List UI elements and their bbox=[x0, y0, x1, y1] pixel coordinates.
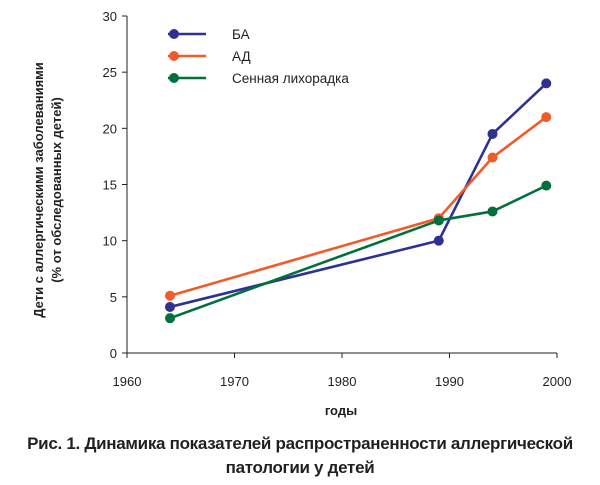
data-point bbox=[433, 235, 444, 246]
x-axis-ticks: 1960 1970 1980 1990 2000 bbox=[113, 353, 572, 389]
legend-label: АД bbox=[232, 49, 251, 64]
caption-line-1: Рис. 1. Динамика показателей распростран… bbox=[27, 434, 573, 453]
legend-swatch-marker bbox=[169, 73, 179, 83]
x-tick-label: 1980 bbox=[328, 374, 357, 389]
chart: 0 5 10 15 20 25 30 1960 1970 1980 1990 2000 БА АД Се… bbox=[31, 9, 572, 418]
caption-line-2: патологии у детей bbox=[225, 458, 375, 477]
series-line bbox=[169, 184, 547, 320]
series-line bbox=[169, 82, 548, 309]
data-point bbox=[487, 152, 498, 163]
x-axis-title: годы bbox=[325, 403, 357, 418]
legend-swatch-marker bbox=[169, 29, 179, 39]
x-tick-label: 1970 bbox=[220, 374, 249, 389]
y-tick-label: 30 bbox=[103, 9, 117, 24]
x-tick-label: 1960 bbox=[113, 374, 142, 389]
legend-item-1: БА bbox=[168, 27, 250, 42]
data-point bbox=[165, 313, 175, 324]
legend-label: Сенная лихорадка bbox=[232, 71, 349, 86]
legend-swatch-marker bbox=[169, 51, 179, 61]
data-point bbox=[541, 112, 552, 123]
x-tick-label: 1990 bbox=[435, 374, 464, 389]
y-tick-label: 0 bbox=[110, 346, 117, 361]
legend-item-3: Сенная лихорадка bbox=[168, 71, 349, 86]
y-axis-title-line-1: Дети с аллергическими заболеваниями bbox=[31, 62, 46, 318]
y-tick-label: 15 bbox=[103, 178, 117, 193]
data-point bbox=[487, 206, 498, 217]
data-point bbox=[165, 301, 175, 312]
y-tick-label: 5 bbox=[110, 290, 117, 305]
data-point bbox=[541, 180, 552, 191]
series-layer bbox=[165, 78, 552, 324]
legend-label: БА bbox=[232, 27, 250, 42]
data-point bbox=[165, 290, 175, 301]
y-tick-label: 25 bbox=[103, 65, 117, 80]
legend-item-2: АД bbox=[168, 49, 251, 64]
series-3 bbox=[165, 180, 552, 324]
x-tick-label: 2000 bbox=[543, 374, 572, 389]
series-line bbox=[169, 116, 548, 297]
y-tick-label: 20 bbox=[103, 121, 117, 136]
legend: БА АД Сенная лихорадка bbox=[168, 27, 349, 86]
y-axis-title: Дети с аллергическими заболеваниями (% о… bbox=[31, 62, 64, 318]
data-point bbox=[541, 78, 552, 89]
data-point bbox=[487, 128, 498, 139]
y-tick-label: 10 bbox=[103, 234, 117, 249]
data-point bbox=[433, 215, 444, 226]
figure-caption: Рис. 1. Динамика показателей распростран… bbox=[0, 432, 600, 480]
series-1 bbox=[165, 78, 552, 312]
y-axis-ticks: 0 5 10 15 20 25 30 bbox=[103, 9, 127, 361]
y-axis-title-line-2: (% от обследованных детей) bbox=[49, 97, 64, 283]
series-2 bbox=[165, 112, 552, 301]
